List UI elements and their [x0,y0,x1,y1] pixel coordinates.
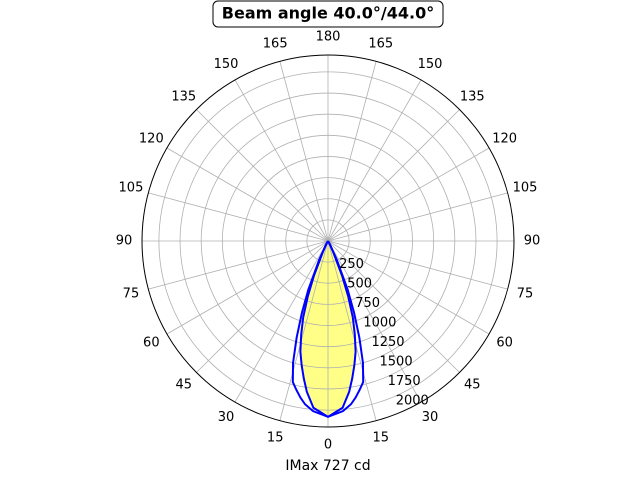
theta-tick-label: 75 [123,286,140,301]
theta-tick-label: 165 [263,36,288,51]
grid-spoke [327,240,490,335]
r-tick-label: 1000 [363,316,396,331]
grid-spoke [327,79,422,242]
grid-spoke [196,109,329,242]
polar-frame [141,54,515,428]
theta-tick-label: 105 [119,181,144,196]
r-tick-label: 1500 [380,355,413,370]
r-tick-label: 250 [339,257,364,272]
grid-spoke [327,240,508,290]
theta-tick-label: 30 [218,410,235,425]
grid-spoke [279,240,329,421]
r-tick-label: 2000 [396,394,429,409]
theta-tick-label: 180 [316,30,341,45]
theta-tick-label: 45 [464,378,481,393]
title-box [212,0,444,28]
grid-spoke [279,61,329,242]
grid-spoke [327,147,490,242]
r-tick-label: 1250 [371,335,404,350]
theta-tick-label: 30 [422,410,439,425]
grid-spoke [327,192,508,242]
grid-spoke [234,79,329,242]
theta-tick-label: 15 [267,431,284,446]
r-tick-label: 750 [355,296,380,311]
theta-tick-label: 90 [116,234,133,249]
theta-tick-label: 75 [517,286,534,301]
series-line [299,240,357,419]
x-axis-label: IMax 727 cd [285,458,370,474]
theta-tick-label: 120 [139,132,164,147]
grid-spoke [234,240,329,403]
theta-tick-label: 15 [373,431,390,446]
grid-spoke [196,240,329,373]
grid-spoke [148,240,329,290]
grid-spoke [327,61,377,242]
theta-tick-label: 60 [143,336,160,351]
theta-tick-label: 135 [171,89,196,104]
grid-spoke [166,240,329,335]
grid-spoke [327,109,460,242]
theta-tick-label: 0 [324,438,332,453]
grid-spoke [327,240,460,373]
grid-spoke [327,240,422,403]
grid-spoke [148,192,329,242]
theta-tick-label: 60 [496,336,513,351]
r-tick-label: 1750 [388,374,421,389]
theta-tick-label: 45 [175,378,192,393]
grid-spoke [166,147,329,242]
theta-tick-label: 105 [513,181,538,196]
r-tick-label: 500 [347,277,372,292]
chart-title: Beam angle 40.0°/44.0° [222,4,434,23]
theta-tick-label: 150 [418,57,443,72]
theta-tick-label: 165 [368,36,393,51]
theta-tick-label: 90 [524,234,541,249]
grid-spoke [327,240,377,421]
theta-tick-label: 120 [492,132,517,147]
theta-tick-label: 135 [460,89,485,104]
theta-tick-label: 150 [214,57,239,72]
